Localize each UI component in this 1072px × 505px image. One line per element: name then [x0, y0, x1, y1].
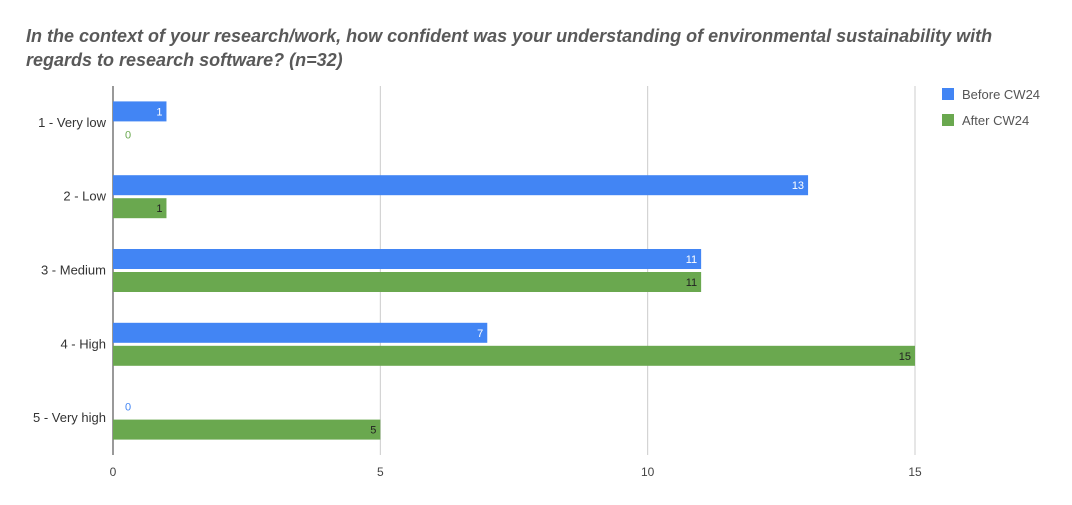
category-label: 3 - Medium [41, 263, 106, 278]
bar [113, 198, 167, 219]
legend-label: Before CW24 [962, 87, 1040, 102]
x-tick-label: 5 [377, 465, 384, 479]
data-label: 0 [125, 402, 131, 414]
x-tick-label: 10 [641, 465, 655, 479]
data-label: 5 [370, 425, 376, 437]
bar [113, 419, 381, 440]
legend-swatch [942, 88, 954, 100]
category-labels: 1 - Very low 2 - Low 3 - Medium 4 - High 5 -… [33, 115, 107, 425]
bar [113, 345, 915, 366]
chart-title: In the context of your research/work, ho… [26, 26, 993, 70]
data-label: 13 [792, 180, 804, 192]
bars [113, 101, 915, 440]
data-label: 1 [156, 203, 162, 215]
category-label: 1 - Very low [38, 115, 107, 130]
legend-label: After CW24 [962, 113, 1029, 128]
bar [113, 101, 167, 122]
data-label: 1 [156, 106, 162, 118]
data-label: 11 [686, 277, 697, 289]
bar [113, 175, 809, 196]
data-label: 15 [899, 351, 911, 363]
category-label: 2 - Low [63, 189, 106, 204]
bar [113, 249, 702, 269]
legend: Before CW24 After CW24 [942, 87, 1040, 128]
gridlines [112, 86, 916, 455]
bar [113, 272, 702, 292]
data-label: 0 [125, 129, 131, 141]
x-tick-label: 0 [110, 465, 117, 479]
bar [113, 322, 488, 343]
x-tick-label: 15 [908, 465, 922, 479]
legend-swatch [942, 114, 954, 126]
x-axis-ticks: 0 5 10 15 [110, 465, 922, 479]
category-label: 4 - High [60, 336, 106, 351]
category-label: 5 - Very high [33, 410, 106, 425]
data-label: 11 [686, 254, 697, 266]
data-label: 7 [477, 328, 483, 340]
